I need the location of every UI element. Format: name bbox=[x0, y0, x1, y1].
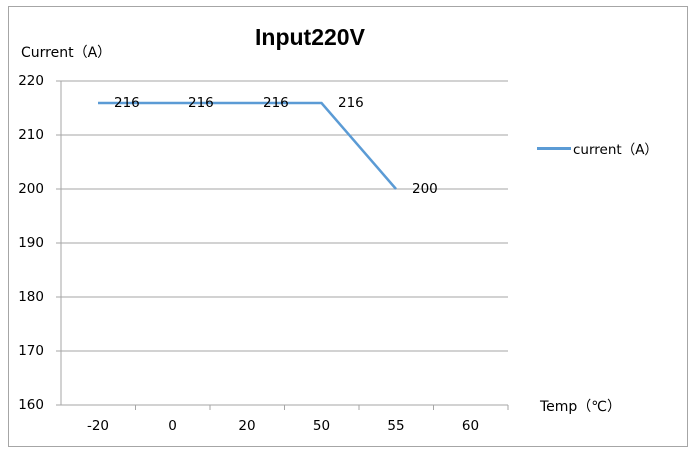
x-tick: -20 bbox=[86, 418, 110, 434]
x-tick: 60 bbox=[461, 418, 480, 434]
y-axis-label: Current（A） bbox=[21, 45, 112, 61]
data-label: 216 bbox=[188, 95, 214, 111]
y-tick: 160 bbox=[18, 397, 44, 413]
chart-frame bbox=[8, 6, 688, 447]
chart-title: Input220V bbox=[255, 24, 365, 50]
x-tick: 50 bbox=[312, 418, 331, 434]
data-label: 200 bbox=[412, 181, 438, 197]
y-tick: 210 bbox=[18, 127, 44, 143]
x-tick: 55 bbox=[387, 418, 405, 434]
series-line-current bbox=[98, 101, 397, 190]
data-label: 216 bbox=[114, 95, 140, 111]
legend-swatch-icon bbox=[537, 146, 571, 150]
y-tick: 220 bbox=[18, 73, 44, 89]
data-label: 216 bbox=[338, 95, 364, 111]
y-tick: 180 bbox=[18, 289, 44, 305]
x-tick: 20 bbox=[238, 418, 256, 434]
legend: current（A） bbox=[537, 138, 658, 158]
legend-label: current（A） bbox=[573, 142, 658, 158]
x-tick: 0 bbox=[168, 418, 177, 434]
y-tick: 170 bbox=[18, 343, 44, 359]
y-tick: 200 bbox=[18, 181, 44, 197]
y-tick: 190 bbox=[18, 235, 44, 251]
data-label: 216 bbox=[263, 95, 289, 111]
x-axis-label: Temp（℃） bbox=[540, 399, 622, 415]
